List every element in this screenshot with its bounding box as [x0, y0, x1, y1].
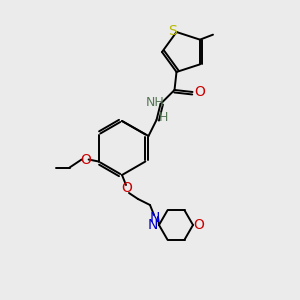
Text: N: N — [150, 211, 160, 225]
Text: S: S — [168, 24, 177, 38]
Text: N: N — [148, 218, 158, 232]
Text: O: O — [194, 218, 204, 232]
Text: O: O — [122, 181, 132, 195]
Text: O: O — [194, 85, 205, 99]
Text: NH: NH — [146, 97, 165, 110]
Text: H: H — [159, 112, 168, 124]
Text: O: O — [80, 152, 91, 167]
